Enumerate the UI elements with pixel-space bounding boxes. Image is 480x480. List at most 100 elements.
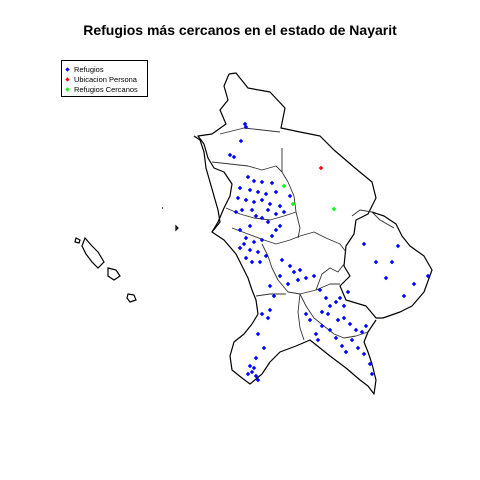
shelter-point (255, 249, 261, 255)
shelter-point (251, 239, 257, 245)
marker-layer (227, 121, 431, 383)
island-outline (175, 224, 179, 232)
shelter-point (389, 259, 395, 265)
municipality-boundary (219, 127, 281, 135)
municipality-boundary (197, 73, 377, 395)
shelter-point (267, 201, 273, 207)
shelter-point (263, 253, 269, 259)
shelter-point (243, 255, 249, 261)
shelter-point (327, 327, 333, 333)
municipality-boundary (231, 227, 347, 253)
legend-label: Refugios Cercanos (74, 85, 138, 94)
municipality-lines (211, 127, 395, 341)
shelter-point (279, 257, 285, 263)
municipality-boundary (261, 243, 340, 295)
nearest-shelter-point (281, 183, 287, 189)
island-outline (74, 237, 81, 244)
shelter-point (265, 207, 271, 213)
shelter-point (259, 311, 265, 317)
shelter-point (247, 187, 253, 193)
municipality-boundary (351, 209, 395, 229)
municipality-boundary (228, 72, 433, 319)
shelter-point (255, 331, 261, 337)
shelter-point (345, 289, 351, 295)
shelter-point (253, 373, 259, 379)
shelter-point (285, 281, 291, 287)
shelter-point (303, 311, 309, 317)
shelter-point (315, 337, 321, 343)
shelter-point (295, 277, 301, 283)
shelter-point (267, 283, 273, 289)
shelter-point (259, 197, 265, 203)
legend-item: Refugios (62, 64, 147, 75)
shelter-point (255, 189, 261, 195)
shelter-point (367, 361, 373, 367)
shelter-point (253, 213, 259, 219)
shelter-point (247, 247, 253, 253)
shelter-point (251, 178, 257, 184)
shelter-point (411, 281, 417, 287)
legend-marker-ubicacion (65, 77, 70, 82)
shelter-point (335, 317, 341, 323)
shelter-point (297, 267, 303, 273)
person-location-point (318, 165, 324, 171)
shelter-point (231, 154, 237, 160)
shelter-point (361, 351, 367, 357)
shelter-point (425, 273, 431, 279)
shelter-point (317, 287, 323, 293)
shelter-point (373, 259, 379, 265)
state-outline (193, 72, 433, 395)
shelter-point (383, 275, 389, 281)
municipality-boundary (315, 263, 345, 291)
shelter-point (251, 365, 257, 371)
shelter-point (359, 329, 365, 335)
shelter-point (269, 180, 275, 186)
shelter-point (369, 371, 375, 377)
shelter-point (337, 295, 343, 301)
municipality-boundary (297, 293, 305, 341)
legend-label: Ubicacion Persona (74, 75, 137, 84)
shelter-point (265, 219, 271, 225)
shelter-point (353, 327, 359, 333)
shelter-point (269, 233, 275, 239)
shelter-point (238, 138, 244, 144)
shelter-point (319, 323, 325, 329)
coast-line (193, 135, 221, 233)
shelter-point (307, 317, 313, 323)
shelter-point (245, 371, 251, 377)
shelter-point (363, 323, 369, 329)
shelter-point (291, 269, 297, 275)
shelter-point (249, 369, 255, 375)
shelter-point (261, 345, 267, 351)
shelter-point (263, 191, 269, 197)
shelter-point (313, 331, 319, 337)
legend-item: Ubicacion Persona (62, 74, 147, 85)
shelter-point (257, 259, 263, 265)
shelter-point (271, 293, 277, 299)
shelter-point (233, 209, 239, 215)
legend-marker-cercanos (65, 87, 70, 92)
shelter-point (361, 241, 367, 247)
island-outline (81, 236, 105, 269)
shelter-point (237, 245, 243, 251)
shelter-point (259, 179, 265, 185)
shelter-point (287, 193, 293, 199)
shelter-point (247, 223, 253, 229)
shelter-point (253, 355, 259, 361)
shelter-point (237, 185, 243, 191)
page-title: Refugios más cercanos en el estado de Na… (83, 22, 397, 38)
shelter-point (243, 235, 249, 241)
shelter-point (273, 227, 279, 233)
shelter-point (245, 174, 251, 180)
islands (74, 207, 179, 303)
shelter-point (277, 203, 283, 209)
shelter-point (303, 275, 309, 281)
municipality-boundary (211, 161, 283, 173)
shelter-point (265, 315, 271, 321)
shelter-point (287, 263, 293, 269)
shelter-point (227, 152, 233, 158)
legend-item: Refugios Cercanos (62, 84, 147, 95)
shelter-point (273, 189, 279, 195)
shelter-point (333, 335, 339, 341)
